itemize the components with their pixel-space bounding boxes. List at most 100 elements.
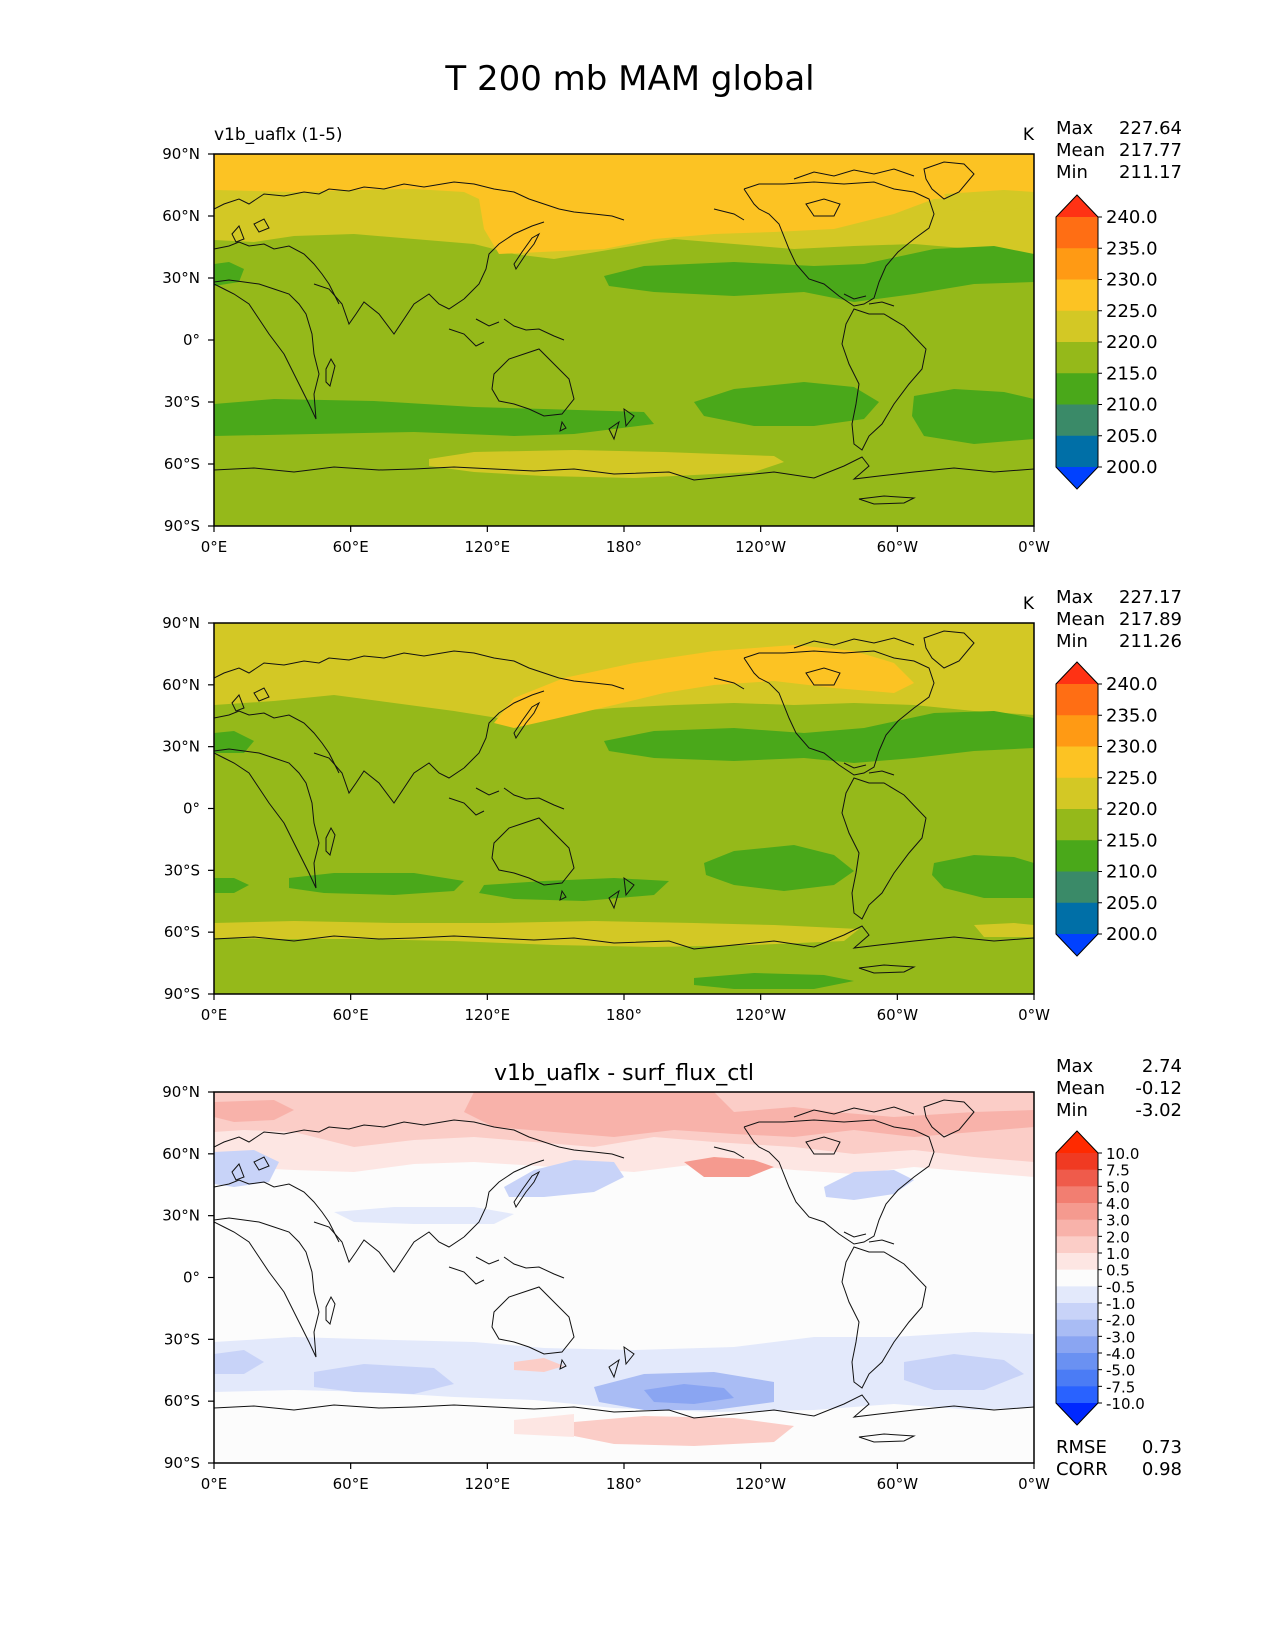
units-label: K <box>1023 594 1035 614</box>
colorbar-tick-label: 7.5 <box>1106 1162 1130 1180</box>
lat-tick-label: 60°S <box>164 455 200 473</box>
lat-tick-label: 30°S <box>164 1330 200 1348</box>
figure-title: T 200 mb MAM global <box>444 59 814 99</box>
colorbar-segment <box>1056 1269 1098 1287</box>
colorbar-tick-label: -7.5 <box>1106 1378 1135 1396</box>
field-cell-negative-s-atlantic <box>904 1354 1024 1390</box>
colorbar-tick-label: 200.0 <box>1106 924 1158 945</box>
field-cell-215-s-indian <box>479 878 669 901</box>
colorbar-tick-label: -4.0 <box>1106 1345 1135 1363</box>
field-cell-arctic-220 <box>944 190 1034 212</box>
field-cell-positive-aleutian <box>684 1157 774 1177</box>
colorbar-tick-label: 235.0 <box>1106 705 1158 726</box>
colorbar-segment <box>1056 310 1098 343</box>
colorbar-tick-label: 0.5 <box>1106 1262 1130 1280</box>
field-cell-negative-core <box>644 1384 734 1404</box>
colorbar-extend-min <box>1056 467 1098 489</box>
colorbar-segment <box>1056 217 1098 249</box>
lon-ticks: 0°E 60°E 120°E 180° 120°W 60°W 0°W <box>201 1463 1050 1493</box>
colorbar-segment <box>1056 373 1098 405</box>
colorbar-tick-label: 210.0 <box>1106 862 1158 883</box>
colorbar-tick-label: -2.0 <box>1106 1312 1135 1330</box>
stat-mean-value: 217.77 <box>1119 140 1182 161</box>
field-cell-negative-west-south <box>214 1350 264 1374</box>
colorbar-tick-label: 5.0 <box>1106 1178 1130 1196</box>
difference-field <box>214 1092 1034 1463</box>
lon-tick-label: 120°W <box>735 1475 786 1493</box>
colorbar-tick-label: -1.0 <box>1106 1295 1135 1313</box>
colorbar-reference: 240.0 235.0 230.0 225.0 220.0 215.0 210.0 205.0… <box>1055 661 1158 957</box>
metric-corr-value: 0.98 <box>1142 1459 1182 1480</box>
colorbar-segment <box>1056 435 1098 468</box>
lon-tick-label: 120°E <box>465 1475 511 1493</box>
colorbar-extend-min <box>1056 934 1098 956</box>
field-band-215-n-pacific <box>604 246 1034 302</box>
colorbar-segment <box>1056 1253 1098 1271</box>
field-cell-215-s-atlantic <box>912 389 1034 444</box>
panel-left-title: v1b_uaflx (1-5) <box>214 125 343 145</box>
stats-reference: Max 227.17 Mean 217.89 Min 211.26 <box>1056 587 1182 652</box>
colorbar-segment <box>1056 1369 1098 1387</box>
colorbar-tick-label: 3.0 <box>1106 1212 1130 1230</box>
stat-max-label: Max <box>1056 1056 1094 1077</box>
lon-tick-label: 120°E <box>465 538 511 556</box>
colorbar-segment <box>1056 404 1098 437</box>
field-band-negative-asia <box>334 1207 514 1224</box>
colorbar-tick-label: 215.0 <box>1106 830 1158 851</box>
lat-ticks: 90°N 60°N 30°N 0° 30°S 60°S 90°S <box>162 1083 214 1472</box>
colorbar-segment <box>1056 1153 1098 1171</box>
lon-tick-label: 60°E <box>333 1006 369 1024</box>
stat-max-label: Max <box>1056 587 1094 608</box>
colorbar-tick-label: -5.0 <box>1106 1362 1135 1380</box>
stat-min-value: 211.17 <box>1119 162 1182 183</box>
lat-tick-label: 90°N <box>162 614 200 632</box>
colorbar-segment <box>1056 1386 1098 1404</box>
colorbar-tick-label: 235.0 <box>1106 238 1158 259</box>
colorbar-tick-label: 225.0 <box>1106 768 1158 789</box>
colorbar-segment <box>1056 1303 1098 1321</box>
lat-tick-label: 30°N <box>162 269 200 287</box>
stat-mean-label: Mean <box>1056 140 1105 161</box>
stat-min-value: 211.26 <box>1119 631 1182 652</box>
colorbar-tick-label: 4.0 <box>1106 1195 1130 1213</box>
lon-tick-label: 0°E <box>201 1006 228 1024</box>
metric-rmse-value: 0.73 <box>1142 1437 1182 1458</box>
colorbar-segment <box>1056 1219 1098 1237</box>
reference-field <box>214 623 1034 994</box>
colorbar-segment <box>1056 342 1098 374</box>
metric-rmse-label: RMSE <box>1056 1437 1107 1458</box>
field-band-215-south <box>214 399 654 436</box>
colorbar-tick-label: 205.0 <box>1106 426 1158 447</box>
field-cell-positive-west <box>214 1100 294 1122</box>
panel-reference: 90°N 60°N 30°N 0° 30°S 60°S 90°S 0°E 60°E 120°E 1… <box>162 594 1050 1024</box>
colorbar-tick-label: 220.0 <box>1106 332 1158 353</box>
colorbar-segment <box>1056 1203 1098 1221</box>
colorbar-tick-label: 215.0 <box>1106 363 1158 384</box>
colorbar-tick-label: 10.0 <box>1106 1145 1139 1163</box>
colorbar-tick-label: 205.0 <box>1106 893 1158 914</box>
metrics-difference: RMSE 0.73 CORR 0.98 <box>1056 1437 1182 1480</box>
colorbar-segment <box>1056 1169 1098 1187</box>
stat-mean-value: -0.12 <box>1135 1078 1182 1099</box>
lat-tick-label: 0° <box>183 1269 200 1287</box>
lon-tick-label: 0°W <box>1018 538 1050 556</box>
field-cell-negative-s-indian <box>314 1364 454 1394</box>
colorbar-tick-label: -3.0 <box>1106 1328 1135 1346</box>
field-band-220-south <box>214 921 859 947</box>
panel-test: 90°N 60°N 30°N 0° 30°S 60°S 90°S 0°E 60°E 120°E 1… <box>162 125 1050 556</box>
lat-tick-label: 30°N <box>162 1207 200 1225</box>
colorbar-extend-min <box>1056 1403 1098 1425</box>
field-cell-negative-n-atlantic <box>824 1170 914 1200</box>
lon-tick-label: 60°W <box>877 1475 919 1493</box>
stat-max-value: 227.64 <box>1119 118 1182 139</box>
field-band-220-south <box>429 450 784 478</box>
lat-tick-label: 30°S <box>164 861 200 879</box>
colorbar-tick-label: 240.0 <box>1106 674 1158 695</box>
lat-tick-label: 90°S <box>164 985 200 1003</box>
panel-difference: 90°N 60°N 30°N 0° 30°S 60°S 90°S 0°E 60°E 120°E 1… <box>162 1061 1050 1493</box>
field-cell-negative-nw-pacific <box>504 1160 624 1197</box>
field-cell-positive-antarctic-light <box>514 1414 574 1437</box>
lon-tick-label: 120°E <box>465 1006 511 1024</box>
lon-ticks: 0°E 60°E 120°E 180° 120°W 60°W 0°W <box>201 994 1050 1024</box>
